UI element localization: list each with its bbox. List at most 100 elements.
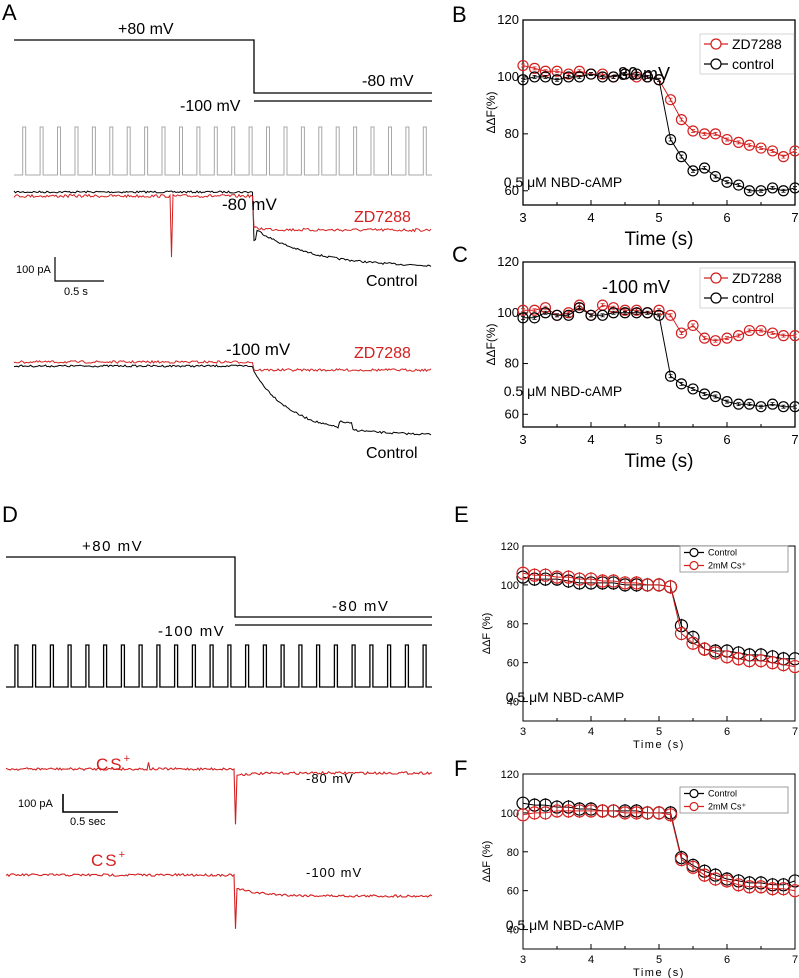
scale-time-label-d: 0.5 sec (70, 816, 106, 828)
x-tick-label: 4 (588, 726, 594, 738)
trace-cs-80 (5, 762, 432, 825)
panel-d: D +80 mV -100 mV -80 mV CS+ -80 mV 100 p… (2, 502, 433, 929)
legend-marker (710, 272, 722, 284)
trace-cs-label-100: CS+ (91, 849, 127, 870)
protocol-step2-high-label: -80 mV (362, 73, 414, 90)
data-point (732, 179, 745, 191)
data-point (528, 62, 541, 74)
x-tick-label: 6 (723, 432, 730, 447)
data-point (653, 309, 665, 321)
data-point (709, 128, 722, 140)
x-tick-label: 5 (655, 432, 662, 447)
y-tick-label: 120 (501, 541, 519, 553)
x-tick-label: 6 (724, 954, 730, 966)
data-point (528, 304, 541, 316)
y-tick-label: 80 (507, 847, 519, 859)
y-tick-label: 120 (497, 12, 519, 27)
data-point (686, 860, 700, 874)
data-point (517, 74, 529, 86)
data-point (664, 133, 677, 146)
legend-label: ZD7288 (732, 36, 782, 52)
x-axis-label: Time (s) (633, 967, 685, 978)
panel-letter-e: E (454, 502, 469, 527)
data-point (766, 182, 779, 194)
data-point (789, 182, 799, 194)
x-tick-label: 3 (519, 210, 526, 225)
data-point (517, 59, 529, 72)
data-point (539, 71, 552, 83)
legend-marker (689, 547, 699, 558)
trace-zd7288-80 (13, 193, 432, 258)
data-point (687, 383, 699, 395)
voltage-annotation: -80 mV (612, 64, 670, 84)
panel-letter-a: A (2, 0, 17, 25)
y-tick-label: 60 (507, 886, 519, 898)
trace-zd7288-label-100: ZD7288 (354, 345, 411, 362)
y-tick-label: 100 (497, 305, 519, 320)
data-point (708, 646, 723, 660)
data-point (789, 330, 799, 342)
data-point (596, 68, 609, 80)
series-second (517, 68, 799, 197)
x-tick-label: 7 (791, 432, 798, 447)
protocol-d-step2-high-label: -80 mV (332, 598, 389, 615)
data-point (573, 71, 586, 83)
data-point (562, 71, 575, 83)
y-tick-label: 80 (505, 126, 519, 141)
protocol-d-step2-low-label: -100 mV (158, 623, 225, 640)
data-point (664, 370, 677, 382)
trace-zd7288-label-80: ZD7288 (354, 209, 411, 226)
data-point (653, 74, 665, 86)
inset-label: 0.5 μM NBD-cAMP (506, 689, 625, 705)
data-point (596, 309, 609, 321)
x-tick-label: 7 (791, 210, 798, 225)
data-point (562, 307, 575, 319)
data-point (607, 71, 620, 83)
data-point (721, 396, 733, 408)
legend-marker (710, 38, 722, 50)
trace-voltage-label-80: -80 mV (222, 195, 277, 214)
data-point (777, 401, 790, 413)
panel-letter-b: B (452, 2, 467, 27)
legend: Control 2mM Cs⁺ (679, 786, 789, 814)
x-tick-label: 3 (519, 432, 526, 447)
data-point (517, 304, 529, 316)
trace-control-100 (13, 364, 432, 436)
data-point (527, 806, 542, 820)
data-point (709, 390, 722, 403)
data-point (743, 324, 756, 337)
chart-f: F 3 4 5 6 7 40 60 80 100 120 Time (s) ΔΔF (%) 0.5 μM … (454, 756, 799, 978)
chart-c: C 3 4 5 6 7 60 80 100 120 Time (s) ΔΔF(%) -100 mV 0.5… (452, 242, 799, 472)
y-tick-label: 60 (505, 183, 519, 198)
data-point (562, 68, 575, 80)
data-point (743, 398, 756, 410)
data-point (585, 68, 597, 80)
legend: ZD7288 control (699, 33, 795, 75)
data-point (674, 852, 689, 867)
legend-marker (689, 560, 699, 571)
y-tick-label: 120 (501, 769, 519, 781)
data-point (698, 128, 711, 140)
data-point (619, 68, 631, 80)
x-axis-label: Time (s) (625, 451, 694, 472)
x-tick-label: 3 (520, 726, 526, 738)
data-point (675, 151, 688, 163)
trace-voltage-label-100: -100 mV (226, 340, 291, 359)
legend-label: 2mM Cs⁺ (708, 561, 746, 571)
y-axis-label: ΔΔF(%) (484, 323, 498, 365)
data-point (732, 330, 745, 342)
scale-time-label-a: 0.5 s (64, 286, 88, 298)
inset-label: 0.5 μM NBD-cAMP (504, 174, 623, 190)
chart-e: E 3 4 5 6 7 40 60 80 100 120 Time (s) ΔΔF (%) 0.5 μM … (454, 502, 799, 751)
data-point (528, 312, 541, 324)
scale-current-label-a: 100 pA (16, 264, 52, 276)
y-axis-label: ΔΔF (%) (481, 613, 493, 655)
y-tick-label: 80 (505, 356, 519, 371)
voltage-annotation: -100 mV (602, 277, 670, 297)
data-point (732, 398, 745, 410)
voltage-protocol-d (6, 556, 432, 626)
y-tick-label: 60 (507, 658, 519, 670)
x-tick-label: 4 (587, 432, 594, 447)
x-tick-label: 3 (520, 954, 526, 966)
